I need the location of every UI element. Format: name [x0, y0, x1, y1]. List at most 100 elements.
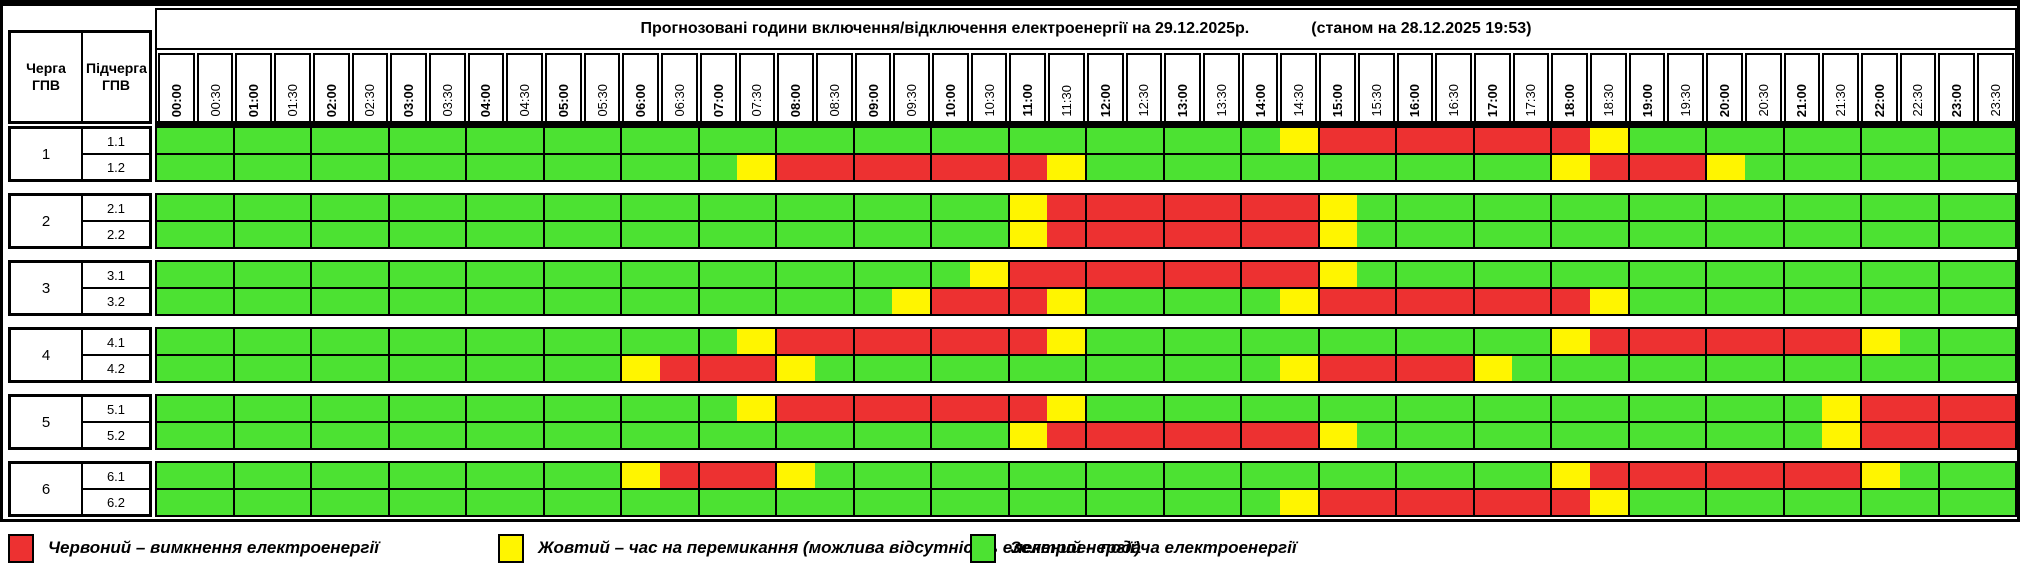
slot-4.2-14:00 [1240, 356, 1280, 381]
slot-3.1-19:30 [1667, 262, 1705, 287]
slot-6.1-19:30 [1667, 463, 1705, 488]
slot-6.2-22:30 [1899, 490, 1938, 515]
slot-5.1-09:00 [852, 396, 893, 421]
slot-1.1-08:30 [814, 128, 853, 153]
time-column-20:30: 20:30 [1744, 53, 1782, 121]
slot-4.1-23:00 [1937, 329, 1978, 354]
slot-1.2-14:30 [1279, 155, 1318, 180]
slot-4.1-18:30 [1589, 329, 1628, 354]
slot-6.1-01:00 [232, 463, 273, 488]
slot-5.1-23:00 [1937, 396, 1978, 421]
slot-3.2-23:30 [1977, 289, 2015, 314]
time-label: 14:00 [1252, 83, 1268, 117]
slot-5.1-00:00 [157, 396, 195, 421]
slot-6.1-21:30 [1822, 463, 1860, 488]
time-label: 00:00 [168, 83, 184, 117]
slot-2.2-23:00 [1937, 222, 1978, 247]
slot-6.1-08:00 [775, 463, 815, 488]
slot-1.1-05:00 [542, 128, 583, 153]
slot-2.1-08:00 [775, 195, 815, 220]
slot-6.1-03:00 [387, 463, 428, 488]
slot-6.1-00:00 [157, 463, 195, 488]
time-column-15:00: 15:00 [1319, 53, 1356, 121]
slot-6.2-18:00 [1550, 490, 1590, 515]
slot-1.1-12:30 [1124, 128, 1163, 153]
time-column-07:00: 07:00 [699, 53, 737, 121]
slot-5.2-21:30 [1822, 423, 1860, 448]
slot-3.2-15:00 [1317, 289, 1358, 314]
slot-6.1-20:30 [1744, 463, 1783, 488]
time-label: 22:00 [1871, 83, 1887, 117]
slot-4.2-11:00 [1007, 356, 1048, 381]
slot-3.1-20:30 [1744, 262, 1783, 287]
slot-1.1-17:00 [1472, 128, 1513, 153]
time-column-15:30: 15:30 [1357, 53, 1395, 121]
time-column-10:30: 10:30 [970, 53, 1008, 121]
slot-3.1-10:30 [969, 262, 1008, 287]
slot-4.2-12:00 [1085, 356, 1125, 381]
slot-2.2-15:30 [1357, 222, 1395, 247]
queue-group-3-labels: 3 3.1 3.2 [8, 260, 152, 316]
slot-2.1-22:30 [1899, 195, 1938, 220]
slot-5.2-15:00 [1317, 423, 1358, 448]
slot-1.2-00:30 [194, 155, 233, 180]
slot-5.1-06:30 [659, 396, 698, 421]
slot-5.2-08:00 [775, 423, 815, 448]
slot-3.1-05:30 [582, 262, 620, 287]
slot-2.2-10:00 [930, 222, 970, 247]
slot-6.2-04:00 [465, 490, 505, 515]
slot-5.1-10:00 [930, 396, 970, 421]
slot-6.2-19:00 [1627, 490, 1668, 515]
slot-2.1-13:00 [1162, 195, 1203, 220]
slot-4.1-14:00 [1240, 329, 1280, 354]
slot-3.2-05:00 [542, 289, 583, 314]
slot-6.1-14:00 [1240, 463, 1280, 488]
slot-2.1-14:30 [1279, 195, 1318, 220]
slot-2.2-23:30 [1977, 222, 2015, 247]
slot-1.2-00:00 [157, 155, 195, 180]
slot-3.1-04:30 [504, 262, 543, 287]
slot-3.1-14:00 [1240, 262, 1280, 287]
slot-1.2-01:30 [272, 155, 310, 180]
slot-1.1-01:30 [272, 128, 310, 153]
slot-1.1-14:00 [1240, 128, 1280, 153]
slot-5.1-01:00 [232, 396, 273, 421]
slot-6.2-14:30 [1279, 490, 1318, 515]
slot-4.1-20:00 [1705, 329, 1745, 354]
time-label: 08:00 [788, 83, 804, 117]
slot-4.2-14:30 [1279, 356, 1318, 381]
slot-5.2-12:30 [1124, 423, 1163, 448]
slot-3.2-04:30 [504, 289, 543, 314]
slot-2.1-23:00 [1937, 195, 1978, 220]
time-label: 20:30 [1755, 84, 1771, 117]
subqueue-column-header-label: Підчерга ГПВ [86, 59, 147, 94]
slot-4.2-00:30 [194, 356, 233, 381]
slot-2.2-09:00 [852, 222, 893, 247]
slot-5.1-03:00 [387, 396, 428, 421]
time-label: 11:00 [1020, 84, 1036, 117]
slot-3.2-14:00 [1240, 289, 1280, 314]
slot-5.1-12:30 [1124, 396, 1163, 421]
slot-1.1-19:00 [1627, 128, 1668, 153]
slot-4.1-23:30 [1977, 329, 2015, 354]
slot-1.1-18:30 [1589, 128, 1628, 153]
slot-1.1-09:00 [852, 128, 893, 153]
subqueue-label-3.1: 3.1 [106, 267, 126, 283]
time-column-12:30: 12:30 [1125, 53, 1163, 121]
slot-5.2-07:30 [737, 423, 775, 448]
time-column-23:00: 23:00 [1938, 53, 1976, 121]
page-title: Прогнозовані години включення/відключенн… [640, 20, 1250, 37]
time-column-16:00: 16:00 [1396, 53, 1434, 121]
slot-3.1-01:30 [272, 262, 310, 287]
slot-2.2-19:00 [1627, 222, 1668, 247]
slot-1.2-10:30 [969, 155, 1008, 180]
slot-6.1-07:00 [697, 463, 738, 488]
time-column-01:00: 01:00 [235, 53, 273, 121]
slot-6.2-15:00 [1317, 490, 1358, 515]
slot-3.1-08:00 [775, 262, 815, 287]
slot-5.1-05:30 [582, 396, 620, 421]
slot-4.1-17:30 [1512, 329, 1550, 354]
slot-3.1-11:30 [1047, 262, 1085, 287]
slot-2.1-05:00 [542, 195, 583, 220]
queue-group-5-labels: 5 5.1 5.2 [8, 394, 152, 450]
